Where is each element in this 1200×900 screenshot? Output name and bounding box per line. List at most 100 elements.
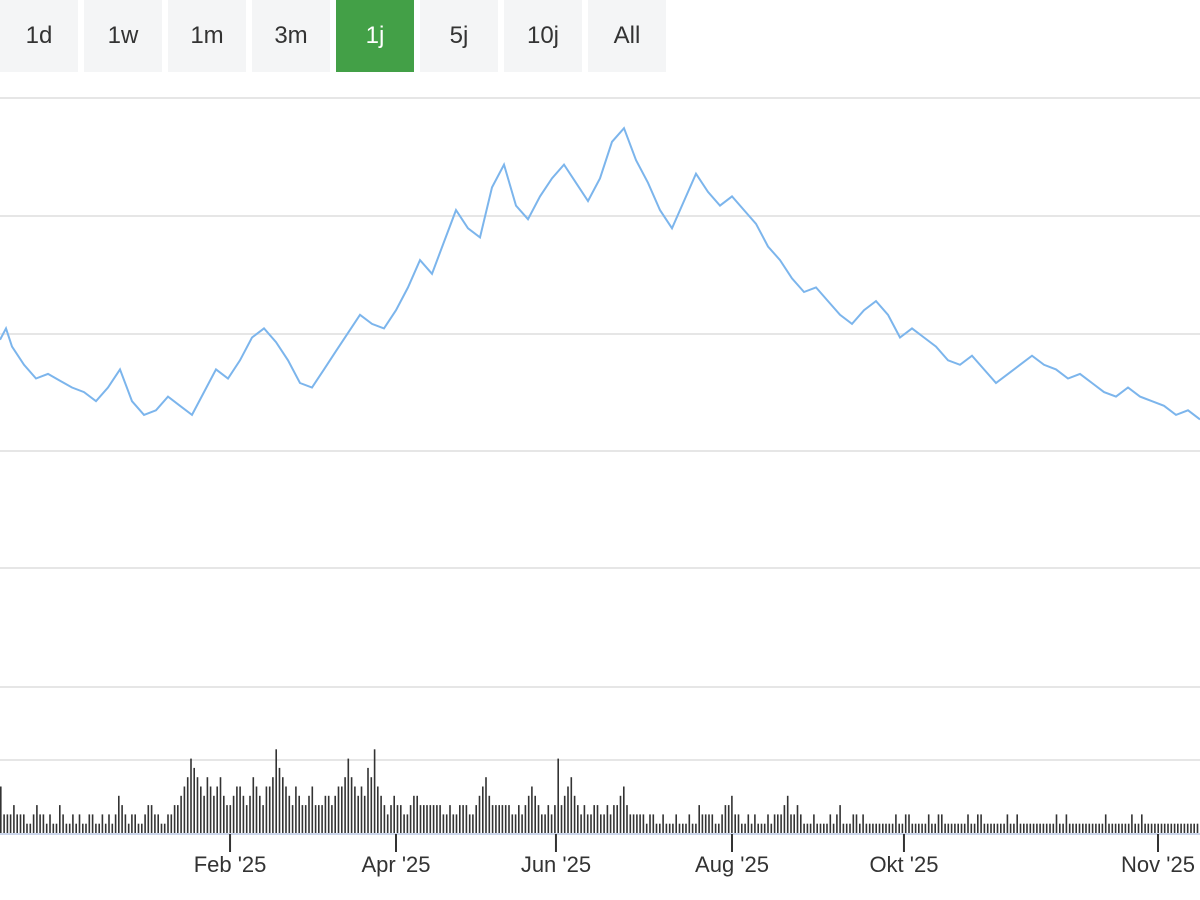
volume-bar [665,823,668,833]
range-button-10j[interactable]: 10j [504,0,582,72]
volume-bar [85,823,87,833]
volume-bar [163,823,166,833]
volume-bar [662,814,664,833]
volume-bar [609,814,612,833]
x-tick-label: Apr '25 [361,852,430,877]
volume-bar [882,823,884,833]
volume-bar [183,786,186,833]
volume-bar [6,814,9,833]
volume-bar [32,814,35,833]
volume-bar [288,795,291,833]
volume-bar [1036,823,1038,833]
volume-bar [872,823,874,833]
volume-bar [1000,823,1002,833]
volume-bar [403,814,405,833]
volume-bar [1196,823,1199,833]
volume-bar [1009,823,1012,833]
volume-bar [1003,823,1005,833]
volume-bar [839,805,841,833]
volume-bar [954,823,956,833]
volume-bar [449,805,451,833]
volume-bar [147,805,150,833]
volume-bar [596,805,599,833]
volume-bar [360,786,363,833]
volume-bar [409,805,412,833]
volume-bar [357,795,359,833]
volume-bar [1078,823,1081,833]
range-button-all[interactable]: All [588,0,666,72]
volume-bar [711,814,714,833]
volume-bar [1023,823,1025,833]
volume-bar [341,786,343,833]
volume-bar [157,814,159,833]
volume-bar [570,777,573,833]
volume-bar [767,814,769,833]
volume-bar [763,823,766,833]
volume-bar [1052,823,1055,833]
volume-bar [370,777,373,833]
x-tick-label: Aug '25 [695,852,769,877]
volume-bar [504,805,507,833]
volume-bar [232,795,235,833]
volume-bar [200,786,202,833]
volume-bar [308,795,310,833]
volume-bar [803,823,805,833]
volume-bar [914,823,917,833]
range-button-1w[interactable]: 1w [84,0,162,72]
volume-bar [714,823,717,833]
volume-bar [904,814,907,833]
volume-bar [95,823,97,833]
volume-bar [29,823,32,833]
volume-bar [1131,814,1133,833]
volume-bar [868,823,871,833]
volume-bar [878,823,881,833]
volume-bar [170,814,173,833]
volume-bar [819,823,822,833]
x-axis: Feb '25 Apr '25 Jun '25 Aug '25 Okt '25 Nov '… [0,833,1200,877]
volume-bar [701,814,704,833]
volume-bar [1157,823,1159,833]
range-button-1d[interactable]: 1d [0,0,78,72]
volume-bar [495,805,497,833]
volume-bar [239,786,241,833]
volume-bar [859,823,861,833]
volume-bar [141,823,143,833]
volume-bar [3,814,5,833]
volume-bar [544,814,546,833]
volume-bar [986,823,989,833]
volume-bar [226,805,228,833]
volume-bar [390,805,392,833]
volume-bar [249,795,251,833]
range-button-1j[interactable]: 1j [336,0,414,72]
volume-bar [521,814,523,833]
volume-bar [1059,823,1061,833]
volume-bar [278,767,281,833]
volume-bar [455,814,458,833]
volume-bar [793,814,795,833]
volume-bar [1114,823,1117,833]
range-button-1m[interactable]: 1m [168,0,246,72]
volume-bar [501,805,504,833]
volume-bar [485,777,487,833]
volume-bar [800,814,802,833]
volume-bar [478,795,481,833]
volume-bar [1108,823,1110,833]
volume-bar [721,814,723,833]
volume-bar [1160,823,1163,833]
volume-bar [223,795,225,833]
volume-bar [150,805,153,833]
volume-bar [475,805,477,833]
range-button-5j[interactable]: 5j [420,0,498,72]
volume-bar [885,823,887,833]
volume-bar [1006,814,1009,833]
volume-bar [206,777,209,833]
volume-bar [291,805,294,833]
volume-bar [45,823,48,833]
volume-bar [632,814,635,833]
volume-bar [577,805,579,833]
range-button-3m[interactable]: 3m [252,0,330,72]
volume-bar [957,823,959,833]
volume-bar [911,823,914,833]
volume-bar [1154,823,1156,833]
volume-bar [347,758,350,833]
